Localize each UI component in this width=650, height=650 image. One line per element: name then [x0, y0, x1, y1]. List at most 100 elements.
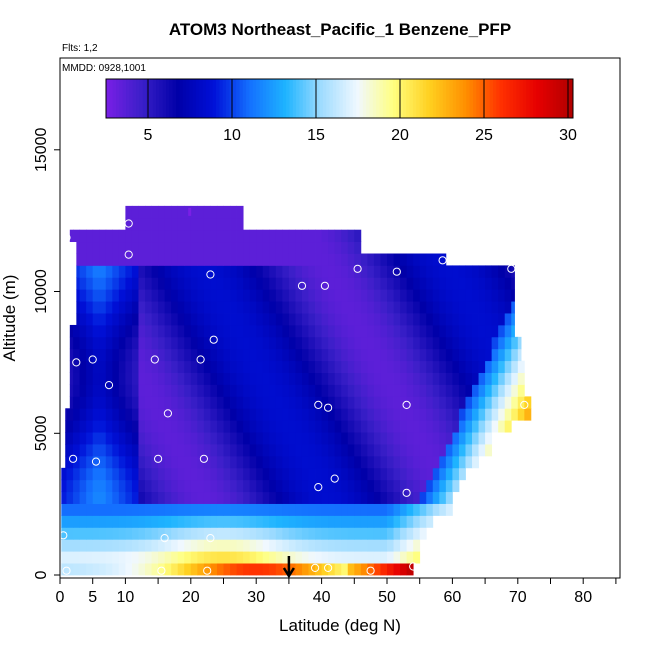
- colorbar-swatch: [476, 79, 481, 118]
- heatmap-cell: [301, 313, 309, 326]
- heatmap-cell: [131, 432, 139, 445]
- sample-point: [438, 256, 447, 265]
- heatmap-cell: [249, 289, 257, 302]
- heatmap-cell: [138, 563, 146, 576]
- heatmap-cell: [125, 384, 133, 397]
- heatmap-cell: [295, 455, 303, 469]
- heatmap-cell: [125, 301, 133, 314]
- heatmap-cell: [432, 396, 440, 409]
- heatmap-cell: [334, 241, 342, 254]
- colorbar-swatch: [362, 79, 367, 118]
- heatmap-cell: [373, 313, 381, 326]
- heatmap-cell: [138, 372, 146, 385]
- heatmap-cell: [419, 372, 427, 385]
- heatmap-cell: [131, 396, 139, 409]
- heatmap-cell: [112, 229, 120, 243]
- heatmap-cell: [269, 479, 277, 493]
- heatmap-cell: [275, 241, 283, 254]
- heatmap-cell: [158, 527, 166, 540]
- heatmap-cell: [445, 479, 453, 493]
- heatmap-cell: [275, 301, 283, 314]
- heatmap-cell: [138, 455, 146, 469]
- heatmap-cell: [406, 527, 414, 540]
- heatmap-cell: [145, 313, 152, 326]
- heatmap-cell: [118, 372, 126, 385]
- heatmap-cell: [367, 289, 375, 302]
- heatmap-cell: [256, 539, 264, 552]
- heatmap-cell: [145, 301, 152, 314]
- colorbar-swatch: [222, 79, 227, 118]
- heatmap-cell: [256, 396, 264, 409]
- heatmap-cell: [230, 229, 237, 243]
- heatmap-cell: [236, 539, 244, 552]
- heatmap-cell: [491, 348, 499, 362]
- colorbar-swatch: [462, 79, 467, 118]
- colorbar-swatch: [392, 79, 397, 118]
- heatmap-cell: [210, 503, 218, 516]
- heatmap-cell: [334, 384, 342, 397]
- heatmap-cell: [295, 444, 303, 457]
- heatmap-cell: [511, 277, 515, 290]
- heatmap-cell: [210, 241, 218, 254]
- heatmap-cell: [61, 479, 67, 493]
- heatmap-cell: [426, 336, 434, 350]
- heatmap-cell: [432, 313, 440, 326]
- heatmap-cell: [269, 444, 277, 457]
- heatmap-cell: [380, 384, 388, 397]
- heatmap-cell: [288, 479, 296, 493]
- heatmap-cell: [373, 467, 381, 481]
- heatmap-cell: [387, 348, 394, 362]
- heatmap-cell: [491, 313, 499, 326]
- heatmap-cell: [230, 336, 237, 350]
- heatmap-cell: [400, 324, 408, 338]
- heatmap-cell: [341, 539, 349, 552]
- heatmap-cell: [184, 551, 192, 564]
- heatmap-cell: [190, 253, 198, 266]
- heatmap-cell: [393, 336, 401, 350]
- heatmap-cell: [439, 324, 447, 338]
- heatmap-cell: [243, 408, 251, 421]
- colorbar-swatch: [439, 79, 444, 118]
- heatmap-cell: [360, 301, 368, 314]
- colorbar-swatch: [532, 79, 537, 118]
- heatmap-cell: [86, 277, 94, 290]
- x-tick-label: 40: [313, 589, 331, 606]
- colorbar-swatch: [306, 79, 310, 118]
- x-tick-label: 70: [509, 589, 527, 606]
- heatmap-cell: [125, 503, 133, 516]
- heatmap-cell: [158, 420, 166, 433]
- heatmap-cell: [367, 408, 375, 421]
- heatmap-cell: [171, 563, 179, 576]
- heatmap-cell: [171, 527, 179, 540]
- heatmap-cell: [145, 253, 152, 266]
- colorbar-swatch: [426, 79, 431, 118]
- heatmap-cell: [445, 277, 453, 290]
- heatmap-cell: [308, 301, 316, 314]
- heatmap-cell: [210, 467, 218, 481]
- heatmap-cell: [295, 396, 303, 409]
- heatmap-cell: [223, 217, 231, 231]
- heatmap-cell: [184, 277, 192, 290]
- heatmap-cell: [190, 372, 198, 385]
- heatmap-cell: [256, 265, 264, 278]
- heatmap-cell: [216, 289, 224, 302]
- heatmap-cell: [301, 479, 309, 493]
- heatmap-cell: [367, 396, 375, 409]
- heatmap-cell: [177, 360, 185, 373]
- heatmap-cell: [406, 491, 414, 504]
- heatmap-cell: [328, 527, 336, 540]
- colorbar-swatch: [176, 79, 180, 118]
- heatmap-cell: [347, 360, 355, 373]
- heatmap-cell: [517, 336, 522, 350]
- colorbar-swatch: [502, 79, 507, 118]
- colorbar-swatch: [126, 79, 130, 118]
- heatmap-cell: [308, 551, 316, 564]
- heatmap-cell: [511, 289, 515, 302]
- heatmap-cell: [125, 229, 133, 243]
- heatmap-cell: [79, 372, 87, 385]
- heatmap-cell: [262, 360, 270, 373]
- heatmap-cell: [406, 372, 414, 385]
- heatmap-cell: [295, 491, 303, 504]
- colorbar-swatch: [192, 79, 197, 118]
- heatmap-cell: [125, 241, 133, 254]
